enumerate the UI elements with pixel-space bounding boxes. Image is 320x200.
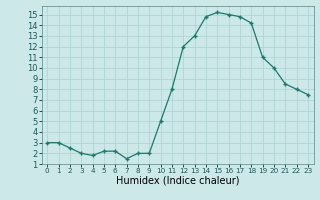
X-axis label: Humidex (Indice chaleur): Humidex (Indice chaleur) [116,176,239,186]
